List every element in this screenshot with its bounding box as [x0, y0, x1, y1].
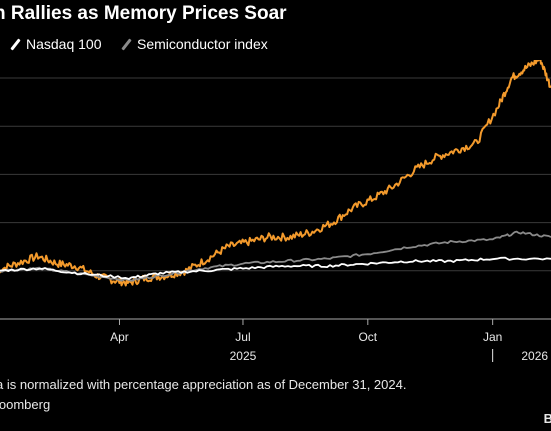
x-year-label: 2025 [230, 349, 257, 363]
axis-layer: Apr Jul Oct Jan 2025 2026 [0, 318, 551, 363]
legend-label-nasdaq: Nasdaq 100 [26, 36, 102, 52]
legend-swatch-nasdaq [10, 37, 21, 51]
legend-label-semiconductor: Semiconductor index [137, 36, 268, 52]
footnote-source: loomberg [0, 397, 51, 412]
x-year-label: 2026 [521, 349, 548, 363]
series-layer [0, 60, 551, 287]
series-line-series-0 [0, 60, 551, 287]
x-tick-label: Oct [358, 330, 377, 344]
x-tick-label: Jan [483, 330, 502, 344]
x-tick-label: Jul [235, 330, 250, 344]
x-tick-label: Apr [110, 330, 129, 344]
chart-title: n Rallies as Memory Prices Soar [0, 3, 287, 24]
legend-item-semiconductor: Semiconductor index [121, 36, 268, 52]
legend-swatch-semiconductor [121, 37, 132, 51]
grid-layer [0, 77, 551, 320]
series-line-nasdaq-100 [0, 256, 551, 280]
brand-mark: B [543, 411, 551, 426]
footnote-note: a is normalized with percentage apprecia… [0, 377, 407, 392]
line-chart: Apr Jul Oct Jan 2025 2026 [0, 60, 551, 363]
legend-item-nasdaq: Nasdaq 100 [10, 36, 102, 52]
